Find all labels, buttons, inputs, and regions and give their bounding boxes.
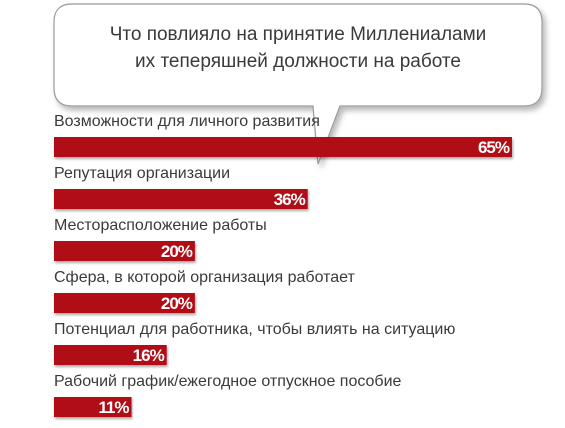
value-label: 16% [133, 346, 165, 365]
chart-title-line-2: их теперяшней должности на работе [135, 51, 461, 72]
bar [54, 189, 308, 209]
category-label: Рабочий график/ежегодное отпускное пособ… [54, 373, 402, 390]
category-label: Сфера, в которой организация работает [54, 269, 356, 286]
bar [54, 397, 132, 417]
value-label: 36% [274, 190, 306, 209]
chart-title-line-1: Что повлияло на принятие Миллениалами [110, 24, 487, 45]
bar [54, 241, 195, 261]
value-label: 11% [98, 398, 129, 417]
category-label: Возможности для личного развития [54, 113, 320, 130]
value-label: 20% [161, 294, 193, 313]
bar [54, 345, 167, 365]
value-label: 20% [161, 242, 193, 261]
category-label: Потенциал для работника, чтобы влиять на… [54, 321, 455, 338]
speech-bubble [53, 3, 543, 165]
bar [54, 137, 512, 157]
title-callout: Что повлияло на принятие Миллениалами их… [53, 3, 543, 165]
category-label: Месторасположение работы [54, 217, 267, 234]
bar [54, 293, 195, 313]
value-label: 65% [478, 138, 510, 157]
category-label: Репутация организации [54, 165, 230, 182]
bars-layer: Возможности для личного развития 65% Репут… [54, 113, 512, 417]
